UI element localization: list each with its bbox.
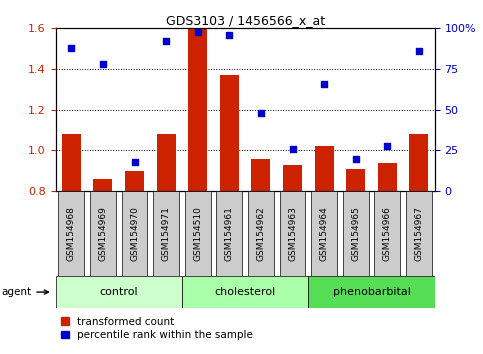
Point [257, 110, 265, 116]
Bar [153, 191, 179, 276]
Text: GSM154966: GSM154966 [383, 206, 392, 261]
Bar [314, 146, 334, 191]
Point [131, 159, 139, 165]
Point [415, 48, 423, 54]
Point [384, 143, 391, 148]
Text: GSM154963: GSM154963 [288, 206, 297, 261]
Legend: transformed count, percentile rank within the sample: transformed count, percentile rank withi… [61, 317, 253, 340]
Bar [188, 28, 207, 191]
Bar [343, 191, 369, 276]
Title: GDS3103 / 1456566_x_at: GDS3103 / 1456566_x_at [166, 14, 325, 27]
Bar [374, 191, 400, 276]
Bar [94, 179, 113, 191]
Text: GSM154971: GSM154971 [162, 206, 170, 261]
Text: GSM154968: GSM154968 [67, 206, 76, 261]
Bar [378, 162, 397, 191]
Bar [185, 191, 211, 276]
Text: GSM154510: GSM154510 [193, 206, 202, 261]
Text: cholesterol: cholesterol [214, 287, 276, 297]
Bar [308, 276, 435, 308]
Bar [125, 171, 144, 191]
Bar [90, 191, 116, 276]
Text: GSM154964: GSM154964 [320, 206, 328, 261]
Bar [62, 134, 81, 191]
Point [320, 81, 328, 86]
Point [194, 29, 201, 34]
Point [352, 156, 359, 161]
Text: GSM154970: GSM154970 [130, 206, 139, 261]
Text: GSM154961: GSM154961 [225, 206, 234, 261]
Text: agent: agent [1, 287, 48, 297]
Bar [283, 165, 302, 191]
Bar [280, 191, 305, 276]
Text: GSM154965: GSM154965 [351, 206, 360, 261]
Text: phenobarbital: phenobarbital [333, 287, 411, 297]
Bar [346, 169, 365, 191]
Bar [58, 191, 85, 276]
Bar [182, 276, 308, 308]
Point [289, 146, 297, 152]
Point [99, 61, 107, 67]
Point [68, 45, 75, 51]
Bar [248, 191, 274, 276]
Text: control: control [99, 287, 138, 297]
Bar [410, 134, 428, 191]
Bar [156, 134, 176, 191]
Point [226, 32, 233, 38]
Bar [406, 191, 432, 276]
Point [162, 39, 170, 44]
Bar [252, 159, 270, 191]
Bar [216, 191, 242, 276]
Text: GSM154967: GSM154967 [414, 206, 424, 261]
Text: GSM154969: GSM154969 [99, 206, 107, 261]
Bar [122, 191, 147, 276]
Bar [220, 75, 239, 191]
Text: GSM154962: GSM154962 [256, 206, 266, 261]
Bar [311, 191, 337, 276]
Bar [56, 276, 182, 308]
